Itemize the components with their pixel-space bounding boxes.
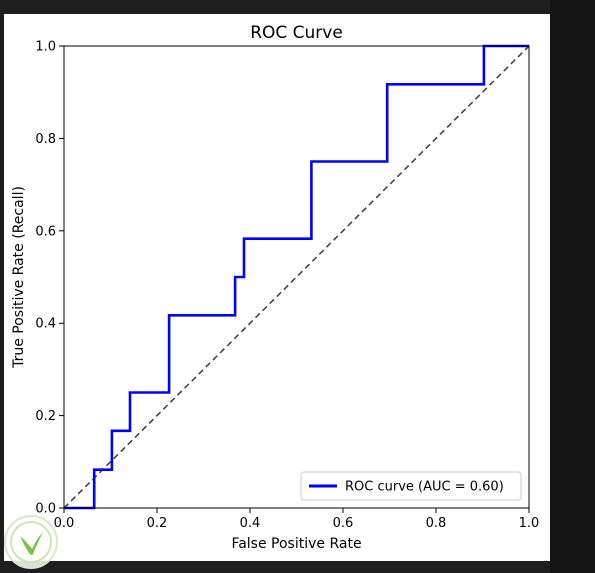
roc-curve-line — [64, 44, 529, 510]
x-axis-label: False Positive Rate — [231, 536, 361, 552]
legend-label-roc: ROC curve (AUC = 0.60) — [345, 480, 504, 495]
y-tick-label: 0.0 — [35, 502, 56, 517]
leaf-logo-icon — [4, 515, 58, 569]
figure-canvas: ROC Curve 0.0 0.2 0.4 0.6 0.8 1.0 0.0 0.2 0.4 0.6… — [4, 14, 550, 561]
legend-box — [300, 471, 522, 501]
x-tick-label: 0.2 — [147, 516, 168, 531]
y-tick-label: 1.0 — [35, 40, 56, 55]
diagonal-reference-line — [63, 45, 530, 509]
x-tick-label: 0.8 — [426, 516, 447, 531]
x-tick-label: 1.0 — [519, 516, 540, 531]
plot-frame — [63, 45, 530, 509]
x-tick-label: 0.6 — [333, 516, 354, 531]
y-tick-label: 0.4 — [35, 317, 56, 332]
x-tick-label: 0.0 — [54, 516, 75, 531]
legend: ROC curve (AUC = 0.60) — [300, 471, 522, 501]
x-tick-label: 0.4 — [240, 516, 261, 531]
chart-title: ROC Curve — [250, 23, 343, 43]
plot-area: 0.0 0.2 0.4 0.6 0.8 1.0 0.0 0.2 0.4 0.6 0.8 1.0 — [35, 40, 539, 532]
roc-chart: ROC Curve 0.0 0.2 0.4 0.6 0.8 1.0 0.0 0.2 0.4 0.6… — [11, 23, 539, 552]
y-tick-label: 0.8 — [35, 132, 56, 147]
y-tick-label: 0.2 — [35, 409, 56, 424]
y-axis-label: True Positive Rate (Recall) — [11, 186, 27, 369]
y-tick-label: 0.6 — [35, 224, 56, 239]
screen-background-edge — [550, 0, 595, 573]
